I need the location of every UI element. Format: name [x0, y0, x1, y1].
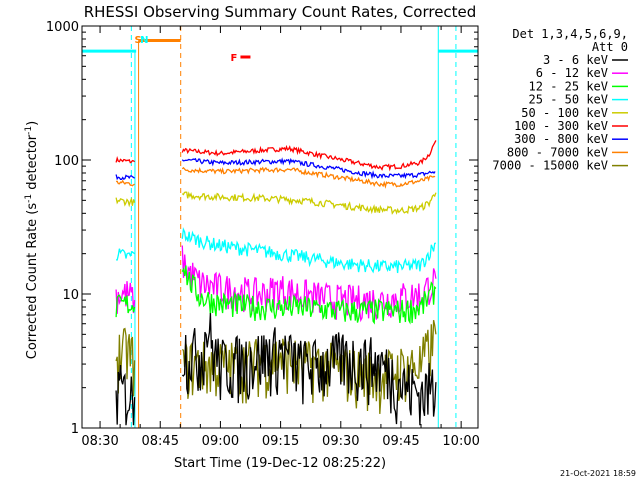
legend-label: 25 - 50 keV: [529, 93, 608, 107]
marker-s: S: [135, 35, 142, 46]
x-tick-label: 08:30: [81, 434, 118, 449]
legend-label: 800 - 7000 keV: [507, 145, 608, 159]
series-line-50-100-keV-seg7: [181, 191, 437, 215]
series-line-12-25-keV-seg13: [181, 265, 437, 325]
y-tick-label: 100: [54, 154, 79, 169]
series-line-800-7000-keV-seg5: [181, 166, 436, 189]
marker-n: N: [140, 35, 148, 46]
legend-header-line-1: Det 1,3,4,5,6,9,: [512, 27, 628, 41]
x-tick-label: 09:30: [322, 434, 359, 449]
series-line-7000-15000-keV-seg14: [115, 327, 136, 397]
legend-label: 50 - 100 keV: [521, 106, 608, 120]
plot-area: SN F: [81, 25, 479, 429]
x-axis-label: Start Time (19-Dec-12 08:25:22): [174, 456, 386, 471]
legend-label: 100 - 300 keV: [514, 119, 608, 133]
series-line-50-100-keV-seg6: [115, 196, 136, 208]
series-line-25-50-keV-seg8: [116, 248, 135, 261]
y-tick-label: 1000: [46, 20, 79, 35]
marker-f: F: [230, 53, 237, 64]
y-tick-label: 10: [62, 288, 79, 303]
x-tick-label: 08:45: [142, 434, 179, 449]
y-axis: 1 10 100 1000: [46, 20, 478, 437]
x-tick-label: 09:00: [202, 434, 239, 449]
series-line-3-6-keV-seg17: [181, 313, 437, 426]
series-line-6-12-keV-seg10: [115, 281, 136, 314]
series-line-100-300-keV-seg0: [115, 156, 136, 164]
series-line-300-800-keV-seg3: [181, 157, 436, 180]
series-line-12-25-keV-seg12: [115, 294, 136, 318]
legend-label: 7000 - 15000 keV: [492, 159, 608, 173]
series-line-100-300-keV-seg1: [181, 140, 437, 172]
footer-date: 21-Oct-2021 18:59: [560, 469, 636, 478]
series-line-25-50-keV-seg9: [181, 227, 437, 274]
x-tick-label: 09:45: [382, 434, 419, 449]
chart-title: RHESSI Observing Summary Count Rates, Co…: [84, 3, 477, 21]
series-line-300-800-keV-seg2: [115, 174, 136, 181]
x-tick-label: 10:00: [442, 434, 479, 449]
legend-label: 12 - 25 keV: [529, 79, 608, 93]
legend-header-line-2: Att 0: [592, 40, 628, 54]
legend-label: 3 - 6 keV: [543, 53, 608, 67]
y-axis-label: Corrected Count Rate (s-1 detector-1): [24, 121, 40, 359]
plot-frame: [81, 25, 479, 429]
legend-label: 300 - 800 keV: [514, 132, 608, 146]
x-tick-label: 09:15: [262, 434, 299, 449]
legend-label: 6 - 12 keV: [536, 66, 608, 80]
y-tick-label: 1: [71, 422, 79, 437]
series-line-3-6-keV-seg16: [115, 364, 136, 426]
series-line-800-7000-keV-seg4: [115, 179, 135, 187]
series-line-6-12-keV-seg11: [181, 245, 437, 323]
x-axis: 08:30 08:45 09:00 09:15 09:30 09:45 10:00: [81, 26, 480, 449]
